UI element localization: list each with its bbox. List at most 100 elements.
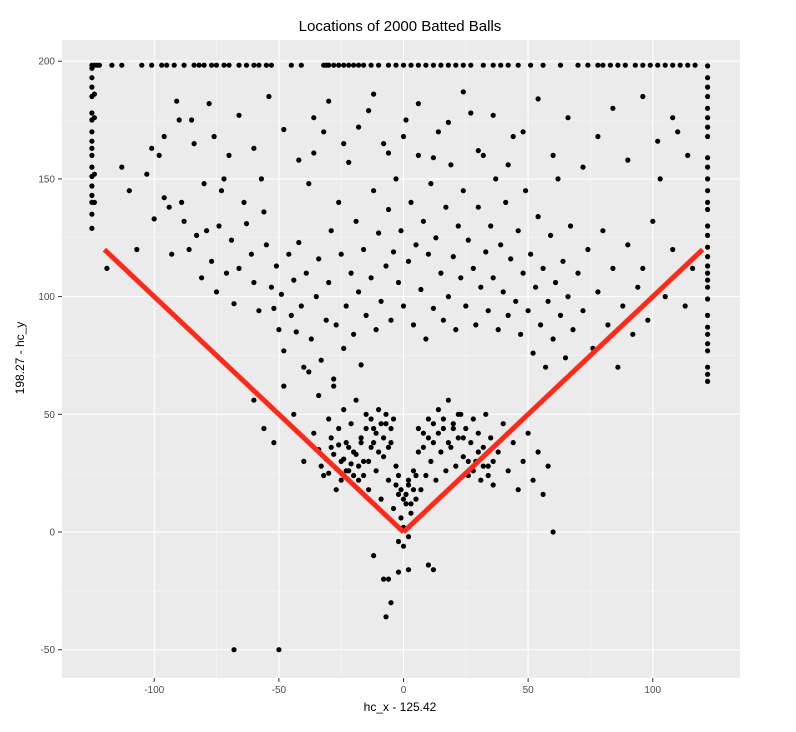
- data-point: [505, 468, 511, 474]
- data-point: [351, 472, 357, 479]
- data-point: [296, 157, 302, 163]
- data-point: [385, 444, 392, 450]
- data-point: [705, 348, 711, 354]
- data-point: [400, 62, 407, 68]
- data-point: [453, 327, 459, 333]
- data-point: [405, 482, 412, 488]
- data-point: [206, 101, 212, 107]
- data-point: [395, 279, 402, 286]
- data-point: [480, 444, 486, 450]
- data-point: [580, 164, 586, 170]
- data-point: [448, 162, 454, 168]
- data-point: [213, 289, 220, 295]
- data-point: [381, 141, 387, 147]
- data-point: [430, 62, 436, 68]
- data-point: [381, 576, 387, 582]
- data-point: [415, 62, 421, 68]
- data-point: [333, 322, 339, 328]
- data-point: [705, 133, 711, 140]
- x-axis-label: hc_x - 125.42: [364, 700, 437, 714]
- data-point: [625, 242, 631, 248]
- data-point: [164, 62, 170, 68]
- data-point: [336, 199, 342, 205]
- data-point: [705, 277, 711, 283]
- data-point: [286, 251, 292, 257]
- data-point: [438, 62, 444, 68]
- data-point: [251, 279, 257, 286]
- data-point: [331, 383, 337, 389]
- data-point: [89, 65, 95, 71]
- data-point: [705, 378, 711, 384]
- data-point: [226, 62, 232, 68]
- data-point: [388, 600, 394, 606]
- data-point: [662, 294, 668, 300]
- data-point: [231, 647, 237, 653]
- data-point: [610, 265, 616, 271]
- data-point: [191, 141, 197, 147]
- data-point: [415, 101, 421, 107]
- data-point: [690, 265, 696, 271]
- data-point: [104, 265, 110, 271]
- data-point: [443, 204, 449, 210]
- data-point: [445, 119, 451, 125]
- data-point: [543, 364, 549, 370]
- data-point: [298, 303, 304, 309]
- data-point: [705, 188, 711, 194]
- data-point: [231, 301, 237, 307]
- data-point: [557, 62, 564, 68]
- data-point: [383, 421, 389, 427]
- data-point: [408, 501, 414, 507]
- data-point: [505, 162, 511, 168]
- data-point: [358, 362, 364, 368]
- data-point: [353, 397, 359, 403]
- data-point: [655, 62, 661, 68]
- data-point: [266, 93, 272, 100]
- data-point: [351, 331, 357, 337]
- data-point: [545, 463, 551, 469]
- data-point: [390, 505, 397, 512]
- data-point: [440, 425, 446, 432]
- data-point: [430, 421, 436, 427]
- data-point: [395, 491, 402, 497]
- data-point: [448, 444, 454, 450]
- data-point: [393, 463, 399, 469]
- data-point: [326, 62, 332, 68]
- data-point: [331, 62, 337, 68]
- data-point: [378, 298, 384, 304]
- data-point: [156, 152, 162, 158]
- data-point: [705, 341, 711, 347]
- data-point: [410, 487, 417, 493]
- data-point: [321, 472, 327, 479]
- data-point: [241, 199, 247, 205]
- data-point: [336, 442, 342, 448]
- data-point: [515, 228, 521, 234]
- data-point: [251, 397, 257, 403]
- data-point: [510, 133, 516, 140]
- data-point: [361, 472, 367, 479]
- data-point: [513, 298, 519, 304]
- data-point: [368, 444, 374, 450]
- data-point: [480, 62, 486, 68]
- data-point: [216, 223, 222, 229]
- data-point: [371, 188, 377, 194]
- data-point: [91, 171, 97, 177]
- data-point: [468, 110, 474, 116]
- data-point: [134, 246, 140, 253]
- data-point: [261, 209, 267, 215]
- data-point: [126, 188, 132, 194]
- data-point: [151, 216, 157, 222]
- data-point: [383, 411, 389, 417]
- data-point: [488, 223, 494, 229]
- data-point: [505, 312, 511, 318]
- data-point: [538, 322, 544, 328]
- data-point: [540, 491, 546, 497]
- data-point: [567, 223, 574, 229]
- data-point: [341, 456, 347, 462]
- data-point: [306, 369, 312, 375]
- data-point: [281, 126, 287, 133]
- data-point: [425, 435, 431, 441]
- data-point: [199, 275, 205, 281]
- data-point: [453, 62, 459, 68]
- data-point: [89, 145, 95, 151]
- data-point: [400, 303, 407, 309]
